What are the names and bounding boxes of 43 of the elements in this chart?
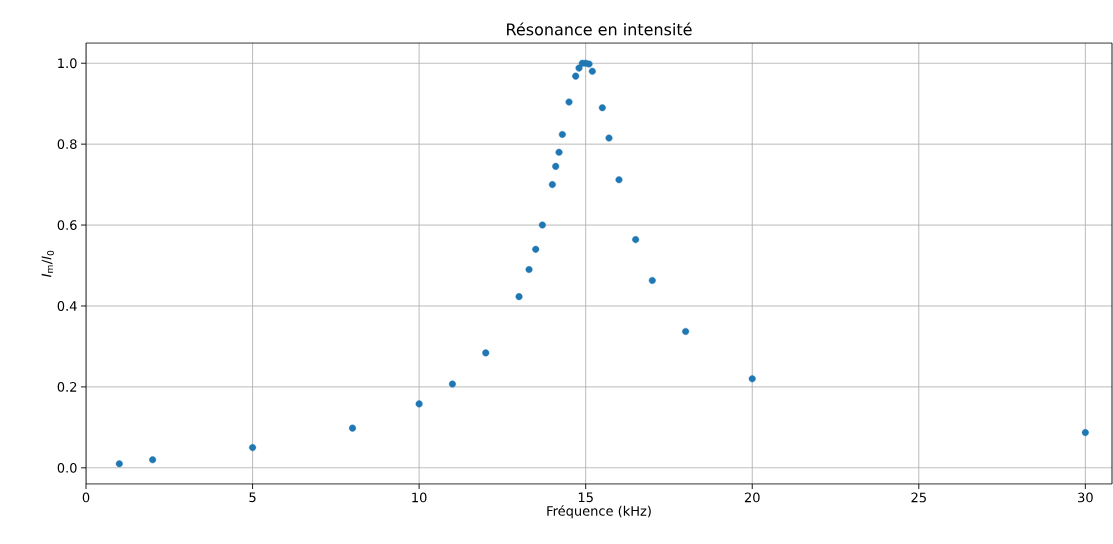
x-tick-label: 25 [911, 492, 926, 503]
point [748, 375, 756, 383]
point [648, 276, 656, 284]
point [605, 134, 613, 142]
x-tick-label: 0 [82, 492, 90, 503]
x-tick-label: 20 [744, 492, 760, 503]
point [558, 130, 566, 138]
point [555, 148, 563, 156]
point [415, 400, 423, 408]
point [598, 104, 606, 112]
point [515, 293, 523, 301]
y-tick-label: 0.0 [57, 462, 77, 473]
y-tick-label: 0.2 [57, 381, 77, 392]
y-axis-title: I$_{m}$/I$_{0}$ [41, 250, 54, 277]
point [448, 380, 456, 388]
point [525, 266, 533, 274]
point [615, 176, 623, 184]
point [588, 67, 596, 75]
point [565, 98, 573, 106]
x-axis-title: Fréquence (kHz) [547, 505, 651, 519]
point [548, 181, 556, 189]
chart-title: Résonance en intensité [507, 22, 692, 36]
point [552, 162, 560, 170]
x-tick-label: 5 [249, 492, 256, 503]
point [632, 236, 640, 244]
point [682, 327, 690, 335]
y-tick-label: 0.4 [57, 301, 77, 311]
point [538, 221, 546, 229]
y-tick-label: 1.0 [58, 58, 77, 69]
x-tick-label: 30 [1078, 492, 1093, 503]
point [349, 424, 356, 432]
x-tick-label: 10 [412, 492, 427, 503]
y-tick-label: 0.8 [57, 139, 77, 150]
point [115, 460, 123, 468]
point [572, 72, 580, 80]
x-tick-label: 15 [578, 492, 593, 503]
y-tick-label: 0.6 [57, 220, 77, 230]
point [482, 349, 490, 357]
point [532, 245, 540, 253]
point [575, 64, 583, 72]
point [1081, 429, 1089, 437]
point [149, 456, 157, 464]
point [249, 444, 257, 452]
